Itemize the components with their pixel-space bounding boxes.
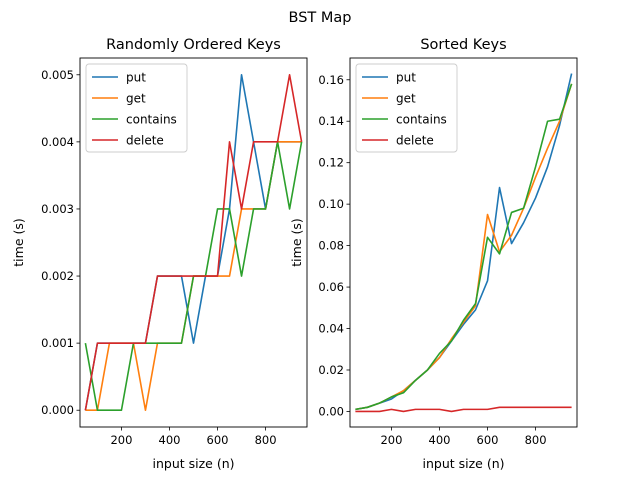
y-tick-label: 0.00 xyxy=(318,404,344,418)
y-tick-label: 0.10 xyxy=(318,197,344,211)
legend: put get contains delete xyxy=(355,63,458,153)
legend-box xyxy=(85,63,188,153)
y-tick-label: 0.000 xyxy=(41,403,74,417)
subplot-title: Sorted Keys xyxy=(420,37,506,53)
series-line-delete xyxy=(355,406,572,413)
legend: put get contains delete xyxy=(85,63,188,153)
plot-area-frame xyxy=(349,57,578,428)
y-tick-label: 0.003 xyxy=(41,202,74,216)
legend-label-contains: contains xyxy=(126,113,177,127)
x-tick-label: 400 xyxy=(429,433,451,447)
figure-title: BST Map xyxy=(289,10,352,26)
series-line-put xyxy=(355,73,573,411)
y-tick-label: 0.02 xyxy=(318,363,344,377)
x-tick-label: 400 xyxy=(159,433,181,447)
series-lines xyxy=(84,73,303,412)
series-line-contains xyxy=(355,83,573,411)
y-tick-label: 0.005 xyxy=(41,68,74,82)
x-axis-ticks: 200 400 600 800 xyxy=(380,427,547,447)
x-axis-label: input size (n) xyxy=(152,456,234,471)
legend-box xyxy=(355,63,458,153)
y-tick-label: 0.004 xyxy=(41,135,74,149)
x-tick-label: 800 xyxy=(525,433,547,447)
x-tick-label: 600 xyxy=(207,433,229,447)
subplot-random-keys: Randomly Ordered Keys 0.0000.0010.0020.0… xyxy=(11,37,308,471)
y-axis-label: time (s) xyxy=(289,218,304,266)
y-axis-ticks: 0.00 0.02 0.04 0.06 0.08 0.10 0.12 0.14 0.16 xyxy=(318,73,350,418)
y-tick-label: 0.04 xyxy=(318,322,344,336)
x-axis-label: input size (n) xyxy=(422,456,504,471)
y-axis-label: time (s) xyxy=(11,218,26,266)
y-tick-label: 0.12 xyxy=(318,156,344,170)
x-tick-label: 600 xyxy=(477,433,499,447)
series-line-delete xyxy=(84,73,303,411)
x-tick-label: 200 xyxy=(380,433,402,447)
subplot-sorted-keys: Sorted Keys 0.00 0.02 0.04 0.06 0.08 0.10 0.12… xyxy=(289,37,578,471)
y-tick-label: 0.08 xyxy=(318,239,344,253)
plot-area-frame xyxy=(79,57,308,428)
y-tick-label: 0.06 xyxy=(318,280,344,294)
legend-label-put: put xyxy=(126,71,146,85)
legend-label-contains: contains xyxy=(396,113,447,127)
legend-label-get: get xyxy=(396,92,416,106)
y-tick-label: 0.001 xyxy=(41,336,74,350)
x-tick-label: 200 xyxy=(110,433,132,447)
y-tick-label: 0.16 xyxy=(318,73,344,87)
legend-label-get: get xyxy=(126,92,146,106)
legend-label-delete: delete xyxy=(126,134,164,148)
series-lines xyxy=(355,73,573,413)
subplot-title: Randomly Ordered Keys xyxy=(106,37,281,53)
x-tick-label: 800 xyxy=(255,433,277,447)
x-axis-ticks: 200 400 600 800 xyxy=(110,427,277,447)
legend-label-put: put xyxy=(396,71,416,85)
y-tick-label: 0.002 xyxy=(41,269,74,283)
y-axis-ticks: 0.000 0.001 0.002 0.003 0.004 0.005 xyxy=(41,68,80,417)
legend-label-delete: delete xyxy=(396,134,434,148)
y-tick-label: 0.14 xyxy=(318,114,344,128)
